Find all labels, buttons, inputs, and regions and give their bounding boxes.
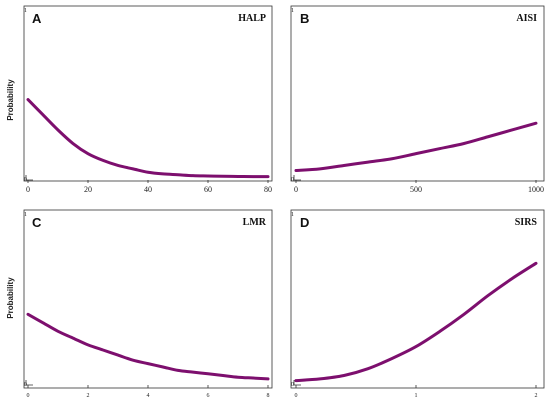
curve-aisi (294, 121, 538, 173)
panel-title-c: LMR (243, 217, 267, 228)
x-tick-label-c-0: 0 (27, 393, 30, 399)
panel-letter-d: D (300, 215, 309, 230)
x-tick-label-c-2: 4 (147, 393, 150, 399)
x-tick-label-d-2: 2 (535, 393, 538, 399)
x-tick-label-b-2: 1000 (528, 185, 544, 194)
curve-lmr (26, 312, 270, 381)
x-tick-label-c-3: 6 (207, 393, 210, 399)
plot-frame-d (290, 209, 545, 389)
origin-bracket-a (25, 175, 33, 181)
y-tick-label-a-0: 0 (24, 177, 27, 183)
x-tick-label-a-3: 60 (204, 185, 212, 194)
x-tick-label-a-2: 40 (144, 185, 152, 194)
plot-frame-a (23, 5, 273, 182)
panel-title-b: AISI (516, 13, 537, 24)
plot-frame-c (23, 209, 273, 389)
y-axis-label-c: Probability (6, 277, 15, 319)
y-tick-label-b-0: 0 (291, 177, 294, 183)
x-tick-label-a-4: 80 (264, 185, 272, 194)
y-tick-label-b-1: 1 (291, 8, 294, 14)
panel-a: A HALP Probability 0 20 40 60 80 0 1 (6, 5, 273, 194)
curve-sirs (294, 261, 538, 383)
y-tick-label-c-0: 0 (24, 382, 27, 388)
x-tick-label-d-1: 1 (415, 393, 418, 399)
tick-group-b: 0 500 1000 0 1 (291, 8, 544, 194)
y-tick-label-d-1: 1 (291, 212, 294, 218)
panel-letter-b: B (300, 11, 309, 26)
origin-bracket-b (293, 175, 301, 181)
x-tick-label-d-0: 0 (295, 393, 298, 399)
tick-group-a: 0 20 40 60 80 0 1 (24, 8, 272, 194)
y-tick-label-a-1: 1 (24, 8, 27, 14)
panel-b: B AISI 0 500 1000 0 1 (290, 5, 545, 194)
panel-letter-a: A (32, 11, 42, 26)
x-tick-label-b-1: 500 (410, 185, 422, 194)
y-axis-label-a: Probability (6, 79, 15, 121)
y-tick-label-d-0: 0 (291, 382, 294, 388)
x-tick-label-c-4: 8 (267, 393, 270, 399)
tick-group-c: 0 2 4 6 8 0 1 (24, 212, 270, 399)
panel-title-d: SIRS (515, 217, 538, 228)
curve-halp (26, 98, 270, 179)
origin-bracket-d (293, 380, 301, 386)
panel-letter-c: C (32, 215, 42, 230)
x-tick-label-b-0: 0 (294, 185, 298, 194)
plot-frame-b (290, 5, 545, 182)
panel-d: D SIRS 0 1 2 0 1 (290, 209, 545, 399)
x-tick-label-a-0: 0 (26, 185, 30, 194)
origin-bracket-c (25, 380, 33, 386)
y-tick-label-c-1: 1 (24, 212, 27, 218)
x-tick-label-c-1: 2 (87, 393, 90, 399)
panel-c: C LMR Probability 0 2 4 6 8 0 1 (6, 209, 273, 399)
tick-group-d: 0 1 2 0 1 (291, 212, 538, 399)
panel-title-a: HALP (238, 13, 266, 24)
x-tick-label-a-1: 20 (84, 185, 92, 194)
